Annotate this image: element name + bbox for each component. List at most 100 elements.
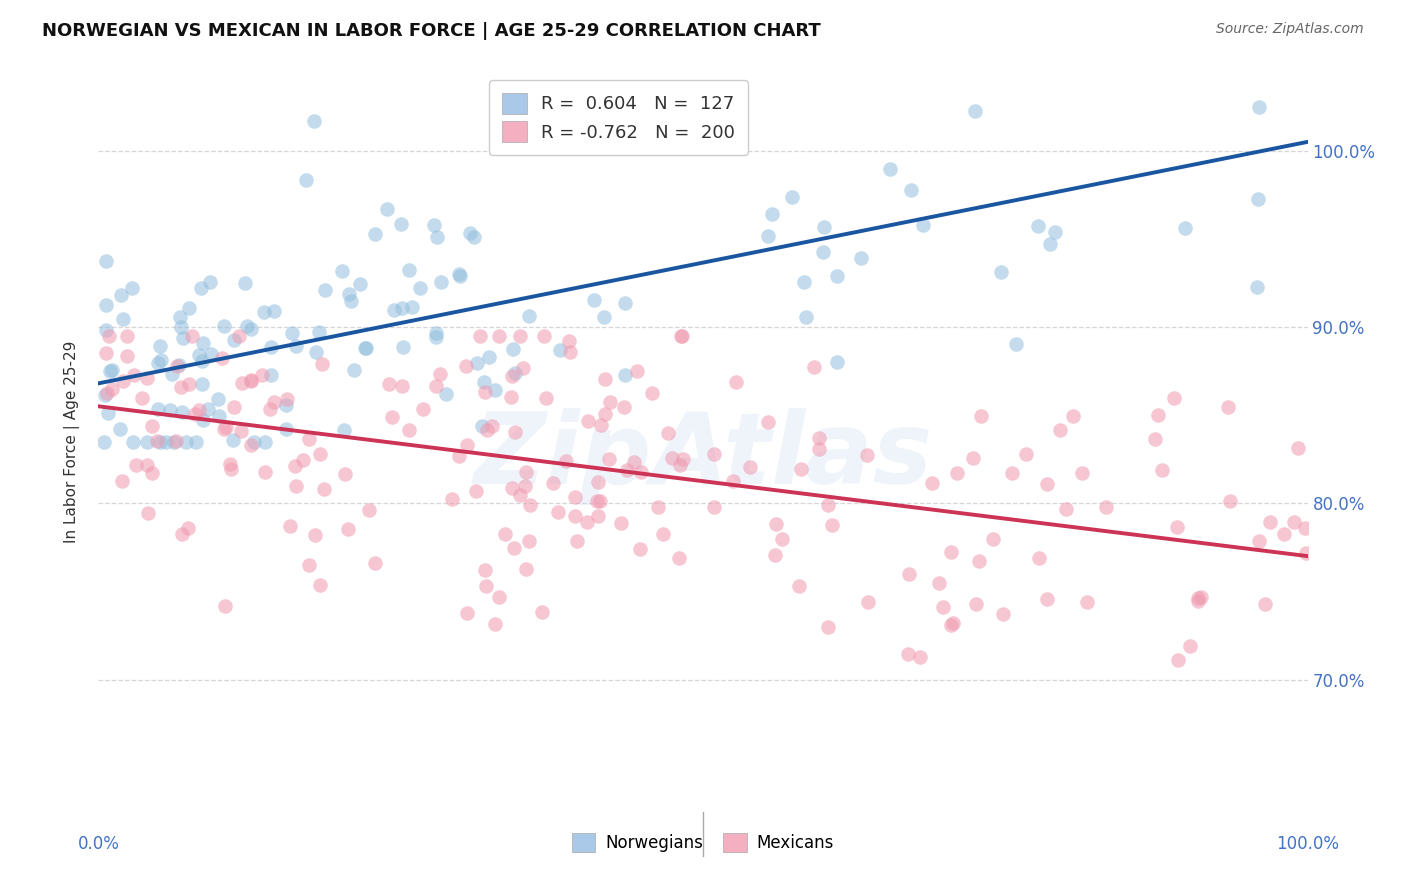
Point <box>488 590 510 604</box>
Point <box>179 376 201 391</box>
Point <box>583 293 606 307</box>
Point <box>304 527 326 541</box>
Point <box>586 475 609 489</box>
Point <box>558 345 581 359</box>
Text: Source: ZipAtlas.com: Source: ZipAtlas.com <box>1216 22 1364 37</box>
Point <box>1054 502 1077 516</box>
Point <box>756 416 779 430</box>
Point <box>236 318 259 333</box>
Point <box>284 479 307 493</box>
Point <box>1258 516 1281 530</box>
Point <box>122 434 145 449</box>
Point <box>1272 526 1295 541</box>
Point <box>512 360 534 375</box>
Point <box>1036 592 1059 607</box>
Text: 100.0%: 100.0% <box>1277 836 1339 854</box>
Point <box>856 448 879 462</box>
Point <box>616 463 638 477</box>
Point <box>333 467 356 481</box>
Point <box>274 422 297 436</box>
Point <box>567 534 589 549</box>
Point <box>111 474 134 488</box>
Point <box>702 447 724 461</box>
Point <box>509 328 531 343</box>
Point <box>912 219 935 233</box>
Point <box>517 534 540 549</box>
Point <box>159 403 181 417</box>
Point <box>765 516 787 531</box>
Point <box>381 410 404 425</box>
Point <box>1045 225 1067 239</box>
Point <box>821 518 844 533</box>
Point <box>501 369 523 384</box>
Point <box>337 287 360 301</box>
Point <box>97 406 120 420</box>
Point <box>898 566 921 581</box>
Point <box>1187 594 1209 608</box>
Point <box>447 267 470 281</box>
Point <box>813 219 835 234</box>
Point <box>991 607 1014 621</box>
Point <box>811 245 834 260</box>
Point <box>141 419 163 434</box>
Point <box>593 371 616 385</box>
Point <box>897 647 920 661</box>
Point <box>787 579 810 593</box>
Point <box>409 281 432 295</box>
Point <box>1216 401 1239 415</box>
Point <box>477 424 499 438</box>
Point <box>628 542 651 557</box>
Point <box>794 310 817 325</box>
Point <box>184 434 207 449</box>
Point <box>534 392 557 406</box>
Point <box>354 341 377 355</box>
Point <box>564 508 586 523</box>
Point <box>463 229 485 244</box>
Point <box>474 579 496 593</box>
Point <box>533 328 555 343</box>
Point <box>359 503 381 517</box>
Point <box>970 409 993 424</box>
Point <box>172 526 194 541</box>
Point <box>1076 594 1098 608</box>
Point <box>449 450 471 464</box>
Point <box>305 344 328 359</box>
Point <box>598 452 620 467</box>
Point <box>94 388 117 402</box>
Point <box>548 343 571 357</box>
Point <box>259 402 281 417</box>
Point <box>963 104 986 119</box>
Point <box>502 342 524 356</box>
Point <box>93 434 115 449</box>
Point <box>1035 477 1057 491</box>
Point <box>1144 432 1167 446</box>
Point <box>515 562 537 576</box>
Point <box>378 376 401 391</box>
Point <box>155 434 177 449</box>
Point <box>250 368 273 383</box>
Point <box>412 402 434 417</box>
Point <box>808 442 831 457</box>
Point <box>94 345 117 359</box>
Point <box>1095 500 1118 515</box>
Point <box>531 605 554 619</box>
Point <box>308 325 330 339</box>
Point <box>253 466 276 480</box>
Point <box>94 298 117 312</box>
Point <box>517 309 540 323</box>
Point <box>1147 408 1170 422</box>
Point <box>389 218 412 232</box>
Point <box>626 364 648 378</box>
Point <box>148 402 170 417</box>
Point <box>1295 546 1317 560</box>
Point <box>260 368 283 383</box>
Point <box>240 438 263 452</box>
Point <box>856 595 879 609</box>
Point <box>1178 639 1201 653</box>
Point <box>1026 219 1049 233</box>
Point <box>825 355 848 369</box>
Point <box>401 300 423 314</box>
Point <box>965 597 987 611</box>
Point <box>429 367 451 381</box>
Point <box>1062 409 1084 424</box>
